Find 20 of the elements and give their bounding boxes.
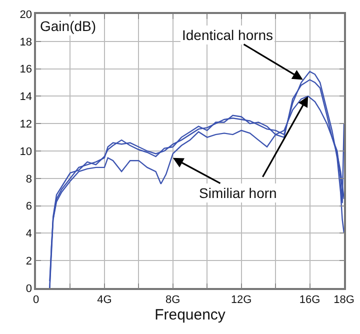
x-tick-label: 4G bbox=[97, 294, 112, 306]
y-tick-label: 6 bbox=[26, 200, 32, 213]
y-tick-label: 2 bbox=[26, 255, 32, 268]
y-tick-label: 14 bbox=[20, 91, 32, 104]
y-tick-label: 18 bbox=[20, 36, 32, 48]
x-tick-label: 8G bbox=[166, 294, 180, 306]
y-tick-label: 10 bbox=[20, 146, 32, 158]
x-tick-label: 12G bbox=[230, 294, 252, 306]
x-tick-label: 16G bbox=[299, 294, 320, 306]
y-tick-label: 12 bbox=[20, 118, 32, 130]
y-tick-label: 4 bbox=[26, 228, 32, 240]
x-axis-title: Frequency bbox=[154, 306, 226, 324]
annotation: Identical horns bbox=[182, 27, 274, 43]
y-tick-label: 8 bbox=[26, 173, 32, 186]
y-axis-title: Gain(dB) bbox=[40, 18, 96, 34]
y-tick-label: 0 bbox=[26, 282, 32, 295]
y-tick-label: 20 bbox=[20, 8, 32, 21]
x-tick-label: 18G bbox=[334, 294, 354, 306]
y-tick-label: 16 bbox=[20, 64, 32, 76]
annotation: Similiar horn bbox=[199, 185, 277, 201]
